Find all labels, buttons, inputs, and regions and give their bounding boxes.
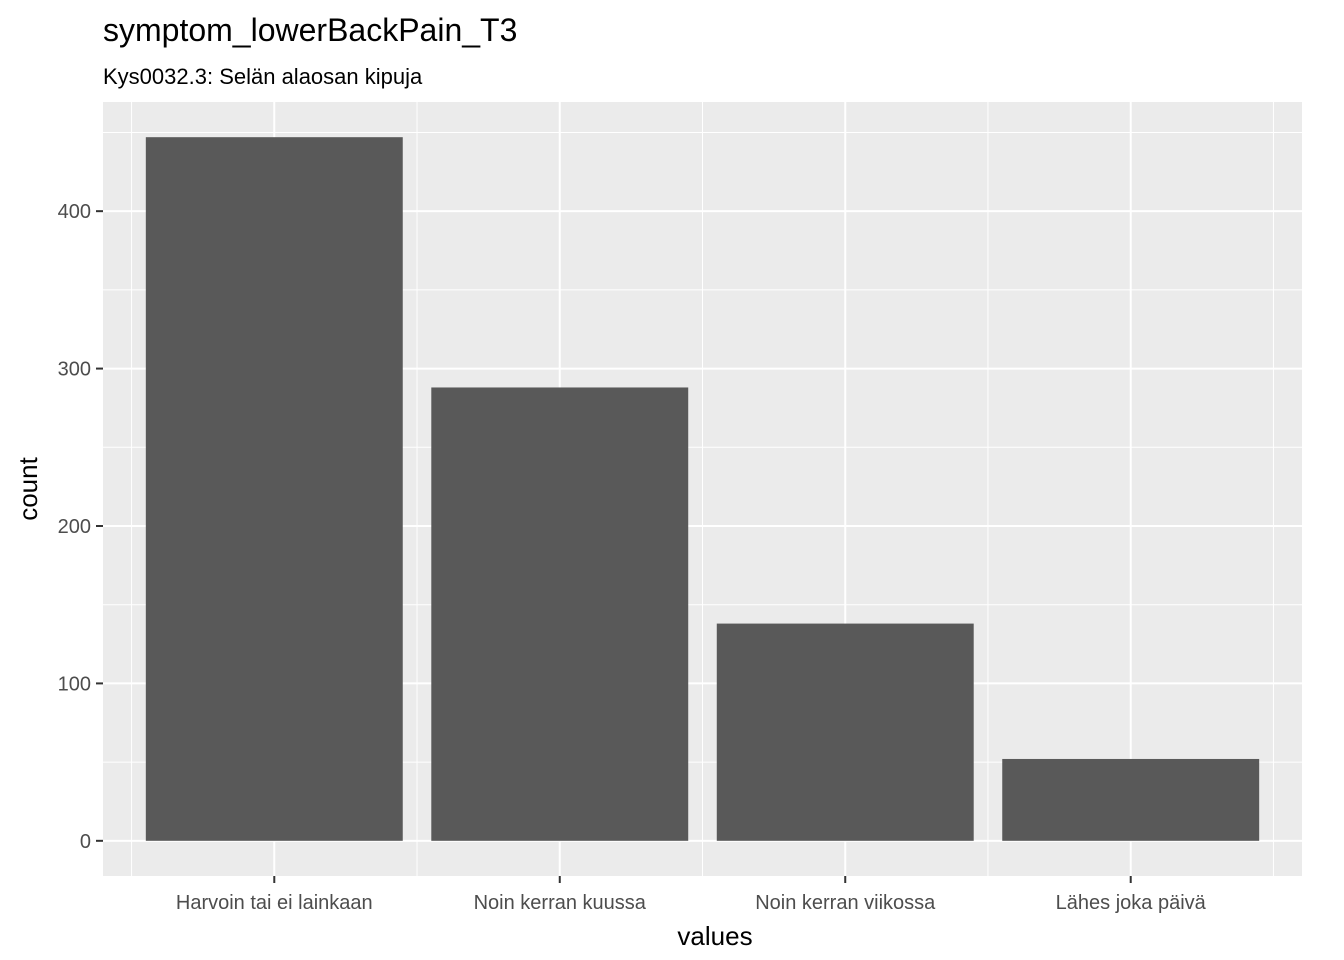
y-tick-label: 300 (58, 359, 91, 381)
x-tick-label: Noin kerran kuussa (474, 892, 647, 914)
chart-title: symptom_lowerBackPain_T3 (103, 12, 517, 48)
bar (146, 137, 403, 841)
y-axis-title: count (13, 456, 43, 520)
chart-subtitle: Kys0032.3: Selän alaosan kipuja (103, 64, 423, 89)
x-tick-label: Harvoin tai ei lainkaan (176, 892, 373, 914)
y-tick-label: 200 (58, 516, 91, 538)
bar (717, 624, 974, 841)
y-tick-label: 400 (58, 201, 91, 223)
y-tick-label: 100 (58, 673, 91, 695)
x-tick-label: Noin kerran viikossa (755, 892, 936, 914)
x-axis-title: values (677, 921, 752, 951)
x-tick-label: Lähes joka päivä (1056, 892, 1207, 914)
bar (1002, 759, 1259, 841)
y-tick-label: 0 (80, 831, 91, 853)
bar (431, 387, 688, 840)
